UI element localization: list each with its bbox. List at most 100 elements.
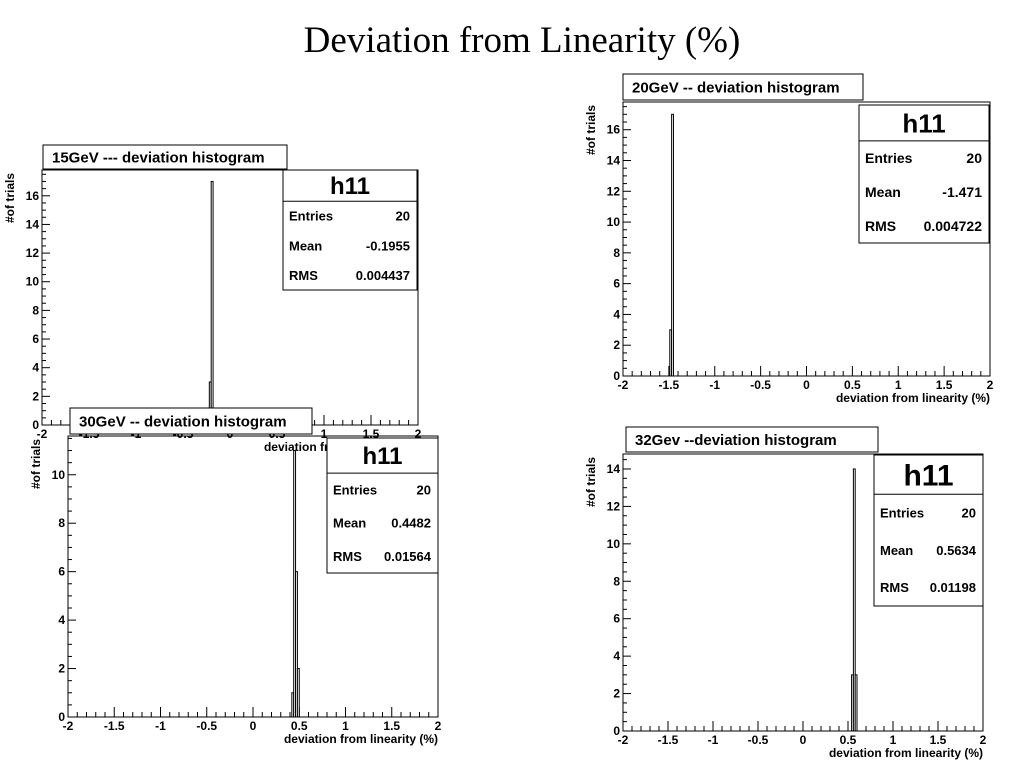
- stats-value: -0.1955: [366, 238, 410, 253]
- x-axis: -2 -1.5 -1 -0.5 0 0.5 1 1.5 2: [618, 366, 994, 392]
- x-tick-label: 1: [342, 719, 349, 733]
- stats-value: 20: [417, 482, 431, 497]
- y-tick-label: 12: [607, 184, 621, 198]
- x-tick-label: 0: [250, 719, 257, 733]
- stats-value: 0.01198: [930, 580, 976, 595]
- x-tick-label: 0.5: [291, 719, 308, 733]
- y-tick-label: 6: [32, 332, 39, 346]
- y-axis-title: #of trials: [584, 457, 598, 507]
- y-tick-label: 16: [26, 189, 40, 203]
- y-tick-label: 4: [613, 649, 620, 663]
- y-tick-label: 0: [58, 710, 65, 724]
- x-tick-label: 0: [800, 733, 807, 747]
- stats-value: 0.004722: [924, 218, 983, 234]
- y-axis-title: #of trials: [29, 439, 43, 489]
- x-tick-label: 1: [895, 378, 902, 392]
- x-tick-label: 1.5: [383, 719, 400, 733]
- histogram-title: 32Gev --deviation histogram: [635, 432, 837, 449]
- x-tick-label: 0.5: [844, 378, 861, 392]
- histogram-title: 20GeV -- deviation histogram: [632, 79, 840, 96]
- title-box: [42, 144, 288, 170]
- stats-value: -1.471: [942, 184, 982, 200]
- x-tick-label: -1.5: [104, 719, 125, 733]
- y-tick-label: 8: [613, 574, 620, 588]
- histogram-bar: [295, 571, 298, 718]
- y-tick-label: 8: [58, 516, 65, 530]
- title-box: [622, 73, 864, 101]
- stats-name: h11: [362, 443, 402, 470]
- stats-label: Entries: [289, 209, 333, 224]
- y-tick-label: 14: [26, 217, 40, 231]
- y-tick-label: 12: [607, 499, 621, 513]
- x-axis-title: deviation from linearity (%): [284, 732, 438, 746]
- y-tick-label: 14: [607, 462, 621, 476]
- histogram-bar: [296, 668, 300, 718]
- histogram-panel-20gev: -2 -1.5 -1 -0.5 0 0.5 1 1.5 20246810121416deviat…: [584, 73, 994, 405]
- title-box: [625, 426, 879, 453]
- x-tick-label: 1: [321, 427, 328, 441]
- y-tick-label: 0: [32, 418, 39, 432]
- x-tick-label: 1: [890, 733, 897, 747]
- x-tick-label: -1: [708, 733, 719, 747]
- x-tick-label: 2: [415, 427, 422, 441]
- stats-label: Mean: [880, 543, 913, 558]
- x-tick-label: -0.5: [196, 719, 217, 733]
- stats-value: 20: [966, 150, 982, 166]
- y-tick-label: 10: [52, 468, 66, 482]
- stats-label: Entries: [880, 506, 924, 521]
- stats-box: h11 Entries 20 Mean -0.1955 RMS 0.004437: [282, 169, 418, 291]
- histogram-panel-15gev: -2-1.5-1-0.500.511.520246810121416deviat…: [3, 144, 422, 454]
- x-axis-title: deviation from linearity (%): [829, 746, 983, 760]
- y-tick-label: 4: [58, 613, 65, 627]
- stats-label: Mean: [333, 516, 366, 531]
- stats-label: Mean: [289, 238, 322, 253]
- slide-title: Deviation from Linearity (%): [303, 20, 741, 61]
- histogram-bar: [852, 468, 856, 732]
- y-tick-label: 6: [613, 612, 620, 626]
- x-axis-title: deviation from linearity (%): [836, 391, 990, 405]
- y-axis-title: #of trials: [3, 173, 17, 223]
- x-tick-label: 2: [980, 733, 987, 747]
- x-tick-label: -1.5: [658, 733, 679, 747]
- y-tick-label: 2: [32, 389, 39, 403]
- histogram-bins: [851, 468, 858, 732]
- x-tick-label: 2: [435, 719, 442, 733]
- y-tick-label: 8: [32, 303, 39, 317]
- x-tick-label: 1.5: [930, 733, 947, 747]
- x-tick-label: -0.5: [750, 378, 771, 392]
- x-tick-label: 1.5: [936, 378, 953, 392]
- stats-box: h11 Entries 20 Mean 0.5634 RMS 0.01198: [873, 454, 984, 607]
- histogram-bar: [854, 674, 858, 732]
- y-tick-label: 10: [26, 275, 40, 289]
- histogram-bins: [291, 450, 300, 718]
- histogram-bins: [669, 113, 674, 377]
- x-tick-label: 0.5: [840, 733, 857, 747]
- x-tick-label: -1: [709, 378, 720, 392]
- histogram-bar: [210, 180, 214, 426]
- y-tick-label: 4: [32, 361, 39, 375]
- y-tick-label: 8: [613, 246, 620, 260]
- x-axis: -2 -1.5 -1 -0.5 0 0.5 1 1.5 2: [618, 721, 987, 747]
- y-tick-label: 12: [26, 246, 40, 260]
- y-tick-label: 0: [613, 369, 620, 383]
- y-tick-label: 14: [607, 153, 621, 167]
- stats-box: h11 Entries 20 Mean 0.4482 RMS 0.01564: [326, 437, 439, 574]
- y-tick-label: 2: [58, 662, 65, 676]
- stats-value: 0.5634: [936, 543, 977, 558]
- stats-label: RMS: [333, 549, 362, 564]
- y-tick-label: 10: [607, 215, 621, 229]
- x-axis: -2 -1.5 -1 -0.5 0 0.5 1 1.5 2: [63, 707, 442, 733]
- x-tick-label: -0.5: [748, 733, 769, 747]
- histogram-title: 15GeV --- deviation histogram: [52, 149, 265, 166]
- y-tick-label: 6: [613, 277, 620, 291]
- stats-name: h11: [902, 108, 945, 138]
- y-tick-label: 16: [607, 123, 621, 137]
- x-tick-label: 0: [803, 378, 810, 392]
- x-tick-label: -2: [618, 733, 629, 747]
- stats-name: h11: [903, 459, 953, 492]
- stats-value: 0.004437: [356, 268, 410, 283]
- y-axis: 0 2 4 6 8 10 12 14 16: [26, 173, 50, 432]
- x-tick-label: -2: [37, 427, 48, 441]
- stats-label: Mean: [865, 184, 901, 200]
